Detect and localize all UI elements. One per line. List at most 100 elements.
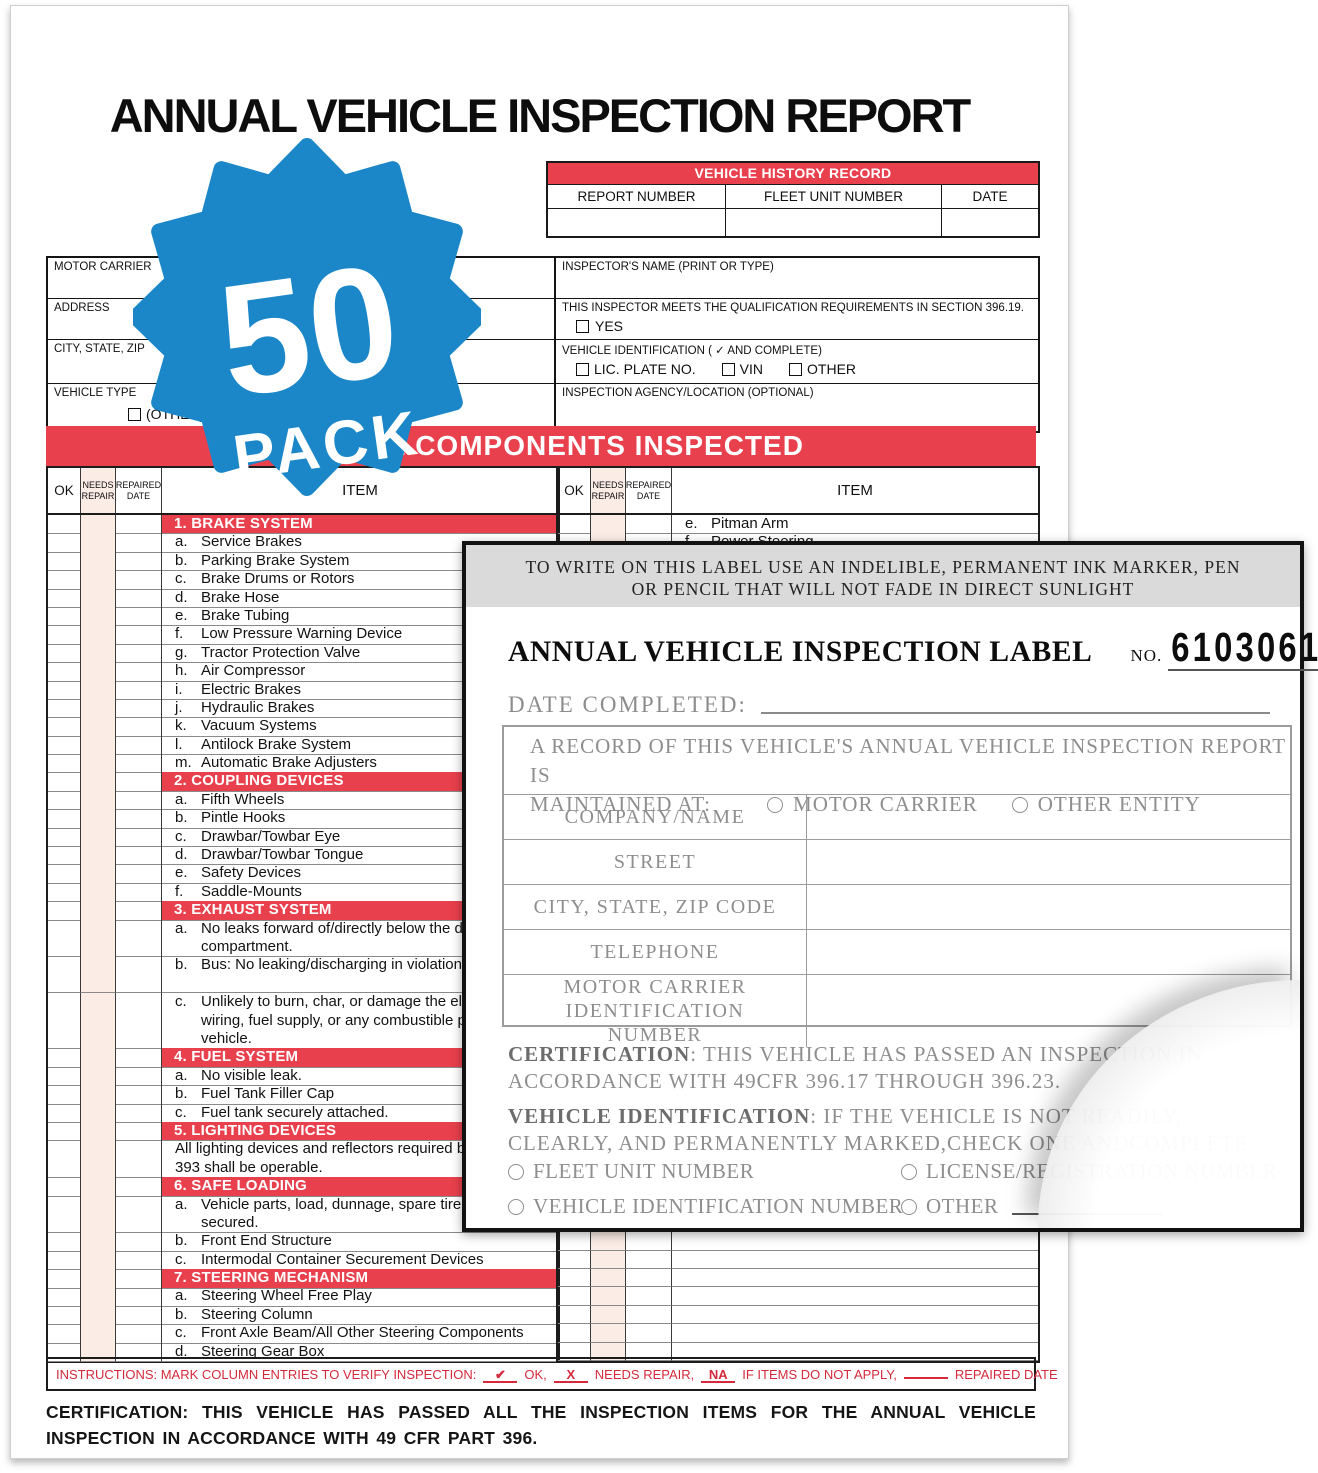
vid-other-option[interactable]: OTHER [789, 361, 856, 377]
repaired-date-cell[interactable] [116, 698, 162, 719]
ok-cell[interactable] [48, 1232, 81, 1252]
needs-repair-cell[interactable] [591, 1232, 626, 1251]
needs-repair-cell[interactable] [81, 515, 116, 535]
needs-repair-cell[interactable] [591, 1269, 626, 1288]
repaired-date-cell[interactable] [626, 515, 672, 535]
ok-cell[interactable] [48, 901, 81, 921]
repaired-date-cell[interactable] [116, 1121, 162, 1142]
ok-cell[interactable] [48, 717, 81, 737]
repaired-date-cell[interactable] [116, 919, 162, 958]
ok-cell[interactable] [48, 1195, 81, 1234]
repaired-date-cell[interactable] [116, 533, 162, 553]
needs-repair-cell[interactable] [81, 1048, 116, 1068]
needs-repair-cell[interactable] [81, 533, 116, 553]
needs-repair-cell[interactable] [81, 1066, 116, 1087]
needs-repair-cell[interactable] [81, 919, 116, 958]
ok-cell[interactable] [558, 1342, 591, 1361]
lic-plate-option[interactable]: LIC. PLATE NO. [576, 361, 696, 377]
repaired-date-cell[interactable] [116, 846, 162, 866]
needs-repair-cell[interactable] [81, 588, 116, 608]
needs-repair-cell[interactable] [591, 1342, 626, 1361]
ok-cell[interactable] [48, 1177, 81, 1197]
date-completed-line[interactable] [760, 712, 1270, 714]
ok-cell[interactable] [48, 662, 81, 682]
needs-repair-cell[interactable] [81, 1121, 116, 1142]
repaired-date-cell[interactable] [116, 754, 162, 774]
ok-cell[interactable] [558, 1287, 591, 1306]
label-row-value-cell[interactable] [807, 930, 1290, 974]
date-completed-field[interactable]: DATE COMPLETED: [508, 692, 1270, 718]
repaired-date-cell[interactable] [116, 1085, 162, 1105]
ok-cell[interactable] [48, 1048, 81, 1068]
ok-cell[interactable] [48, 570, 81, 590]
ok-cell[interactable] [558, 1250, 591, 1270]
needs-repair-cell[interactable] [81, 570, 116, 590]
needs-repair-cell[interactable] [81, 1269, 116, 1289]
other-checkbox[interactable] [128, 407, 141, 421]
history-empty-row[interactable] [548, 208, 1038, 236]
repaired-date-cell[interactable] [116, 662, 162, 682]
license-registration-radio[interactable] [901, 1163, 917, 1180]
ok-cell[interactable] [48, 790, 81, 811]
repaired-date-cell[interactable] [626, 1324, 672, 1343]
repaired-date-cell[interactable] [116, 901, 162, 921]
label-other-radio[interactable] [901, 1198, 917, 1215]
label-row-value-cell[interactable] [807, 885, 1290, 929]
needs-repair-cell[interactable] [81, 882, 116, 903]
repaired-date-cell[interactable] [116, 1305, 162, 1326]
repaired-date-cell[interactable] [626, 1305, 672, 1325]
needs-repair-cell[interactable] [81, 993, 116, 1050]
ok-cell[interactable] [48, 754, 81, 774]
ok-cell[interactable] [48, 1324, 81, 1344]
needs-repair-cell[interactable] [81, 864, 116, 884]
repaired-date-cell[interactable] [116, 1048, 162, 1068]
ok-cell[interactable] [48, 809, 81, 829]
ok-cell[interactable] [558, 1324, 591, 1343]
ok-cell[interactable] [48, 1250, 81, 1271]
needs-repair-cell[interactable] [81, 1324, 116, 1344]
repaired-date-cell[interactable] [116, 790, 162, 811]
ok-cell[interactable] [48, 698, 81, 719]
needs-repair-cell[interactable] [81, 1195, 116, 1234]
repaired-date-cell[interactable] [116, 717, 162, 737]
repaired-date-cell[interactable] [116, 1250, 162, 1271]
needs-repair-cell[interactable] [591, 1287, 626, 1306]
needs-repair-cell[interactable] [81, 735, 116, 756]
repaired-date-cell[interactable] [626, 1287, 672, 1306]
ok-cell[interactable] [48, 993, 81, 1050]
yes-checkbox[interactable] [576, 319, 589, 333]
vid-other-checkbox[interactable] [789, 362, 803, 376]
repaired-date-cell[interactable] [116, 772, 162, 792]
repaired-date-cell[interactable] [116, 1140, 162, 1179]
repaired-date-cell[interactable] [116, 606, 162, 627]
repaired-date-cell[interactable] [116, 643, 162, 664]
ok-cell[interactable] [48, 882, 81, 903]
vin-number-radio[interactable] [508, 1198, 524, 1215]
needs-repair-cell[interactable] [81, 754, 116, 774]
vin-option[interactable]: VIN [721, 361, 763, 377]
label-row-value-cell[interactable] [807, 795, 1290, 839]
repaired-date-cell[interactable] [116, 551, 162, 572]
needs-repair-cell[interactable] [591, 1250, 626, 1270]
needs-repair-cell[interactable] [81, 625, 116, 645]
needs-repair-cell[interactable] [81, 956, 116, 994]
ok-cell[interactable] [48, 625, 81, 645]
repaired-date-cell[interactable] [116, 1324, 162, 1344]
ok-cell[interactable] [48, 1103, 81, 1123]
vin-number-option[interactable]: VEHICLE IDENTIFICATION NUMBER [508, 1194, 903, 1219]
repaired-date-cell[interactable] [116, 735, 162, 756]
ok-cell[interactable] [48, 1342, 81, 1363]
needs-repair-cell[interactable] [81, 643, 116, 664]
inspection-agency-field[interactable]: INSPECTION AGENCY/LOCATION (OPTIONAL) [556, 384, 1038, 431]
repaired-date-cell[interactable] [116, 1177, 162, 1197]
motor-carrier-radio[interactable] [767, 796, 784, 813]
repaired-date-cell[interactable] [116, 515, 162, 535]
repaired-date-cell[interactable] [116, 809, 162, 829]
needs-repair-cell[interactable] [81, 662, 116, 682]
needs-repair-cell[interactable] [81, 1232, 116, 1252]
fleet-unit-option[interactable]: FLEET UNIT NUMBER [508, 1159, 901, 1184]
needs-repair-cell[interactable] [81, 846, 116, 866]
needs-repair-cell[interactable] [81, 772, 116, 792]
needs-repair-cell[interactable] [81, 1103, 116, 1123]
label-row-value-cell[interactable] [807, 840, 1290, 884]
